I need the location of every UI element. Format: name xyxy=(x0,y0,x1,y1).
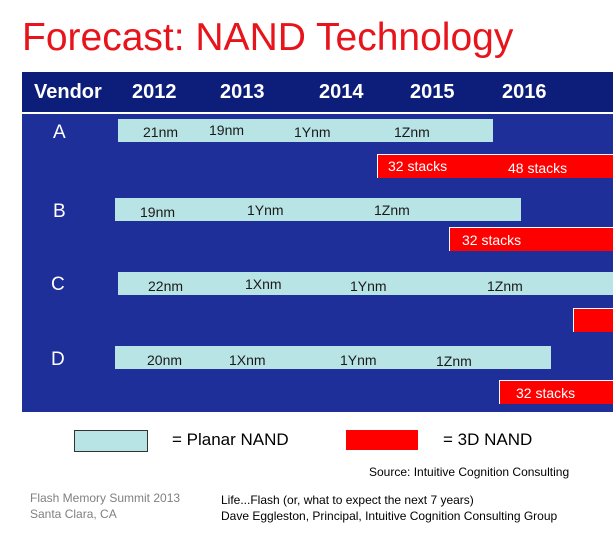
planar-node-c-2: 1Xnm xyxy=(245,276,282,292)
planar-node-c-3: 1Ynm xyxy=(350,278,387,294)
planar-bar-a xyxy=(118,119,493,142)
planar-node-b-3: 1Znm xyxy=(374,202,410,218)
3d-node-a-1: 32 stacks xyxy=(388,158,448,174)
header-year-2013: 2013 xyxy=(220,81,265,103)
header-year-2014: 2014 xyxy=(319,81,364,103)
planar-node-c-4: 1Znm xyxy=(487,278,523,294)
footer-talk: Life...Flash (or, what to expect the nex… xyxy=(221,493,474,507)
footer-talk-block: Life...Flash (or, what to expect the nex… xyxy=(221,492,557,524)
planar-node-b-1: 19nm xyxy=(140,204,176,220)
footer-event-block: Flash Memory Summit 2013 Santa Clara, CA xyxy=(30,490,180,522)
footer-speaker: Dave Eggleston, Principal, Intuitive Cog… xyxy=(221,509,558,523)
header-year-2015: 2015 xyxy=(410,81,455,103)
planar-node-c-1: 22nm xyxy=(148,278,184,294)
vendor-label-d: D xyxy=(51,349,65,370)
legend-3d-swatch xyxy=(346,430,418,450)
vendor-label-c: C xyxy=(51,274,65,295)
planar-node-a-1: 21nm xyxy=(143,124,179,140)
planar-node-d-1: 20nm xyxy=(147,352,183,368)
vendor-label-a: A xyxy=(53,122,66,143)
3d-bar-c xyxy=(573,308,613,332)
planar-bar-d xyxy=(115,346,551,369)
3d-node-a-2: 48 stacks xyxy=(508,160,568,176)
header-vendor: Vendor xyxy=(34,81,102,103)
header-divider xyxy=(22,112,613,114)
planar-node-b-2: 1Ynm xyxy=(247,202,284,218)
planar-node-a-2: 19nm xyxy=(209,122,245,138)
3d-bar-a xyxy=(377,154,613,178)
planar-node-a-3: 1Ynm xyxy=(294,124,331,140)
footer-event: Flash Memory Summit 2013 xyxy=(30,491,181,505)
3d-bar-d xyxy=(499,380,613,404)
source-note: Source: Intuitive Cognition Consulting xyxy=(369,465,570,479)
forecast-table: Vendor 2012 2013 2014 2015 2016 A 21nm 1… xyxy=(22,72,613,412)
planar-bar-c xyxy=(118,272,613,295)
3d-bar-b xyxy=(449,227,613,251)
header-year-2016: 2016 xyxy=(502,81,547,103)
3d-node-b-1: 32 stacks xyxy=(462,232,522,248)
legend-planar-label: = Planar NAND xyxy=(172,430,289,449)
header-year-2012: 2012 xyxy=(132,81,177,103)
planar-node-d-2: 1Xnm xyxy=(229,352,266,368)
page-title: Forecast: NAND Technology xyxy=(22,16,514,59)
planar-node-a-4: 1Znm xyxy=(394,124,430,140)
table-header: Vendor 2012 2013 2014 2015 2016 xyxy=(22,72,613,112)
3d-node-d-1: 32 stacks xyxy=(516,385,576,401)
planar-node-d-4: 1Znm xyxy=(436,353,472,369)
footer-location: Santa Clara, CA xyxy=(30,507,117,521)
vendor-label-b: B xyxy=(53,201,66,222)
legend-3d-label: = 3D NAND xyxy=(443,430,533,449)
planar-bar-b xyxy=(115,198,521,221)
legend-planar-swatch xyxy=(74,430,148,452)
planar-node-d-3: 1Ynm xyxy=(340,352,377,368)
